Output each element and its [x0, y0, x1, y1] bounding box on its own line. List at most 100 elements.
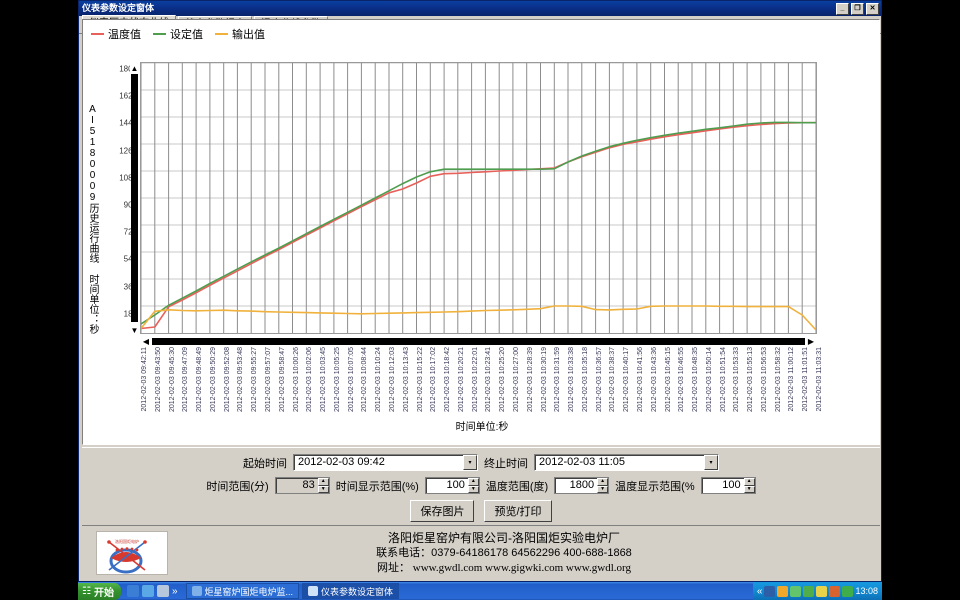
close-icon[interactable]: ✕ [866, 2, 879, 15]
logo-graphic: 洛阳国炬电炉 [107, 538, 147, 574]
temp-display-spin-buttons[interactable]: ▲ ▼ [743, 478, 755, 493]
temp-range-spin-buttons[interactable]: ▲ ▼ [597, 478, 609, 493]
y-axis-tick-label: 1440 [119, 118, 137, 128]
time-display-range-value: 100 [446, 479, 465, 491]
x-axis-tick-label: 2012-02-03 10:53:33 [733, 347, 741, 412]
controls-panel: 起始时间 2012-02-03 09:42 ▾ 终止时间 2012-02-03 … [82, 447, 880, 525]
update-icon[interactable] [842, 585, 854, 597]
x-axis-tick-label: 2012-02-03 09:42:11 [141, 347, 148, 412]
x-axis-tick-label: 2012-02-03 10:46:55 [678, 347, 686, 412]
start-button[interactable]: ☷ 开始 [78, 582, 121, 600]
footer-text: 洛阳炬星窑炉有限公司-洛阳国炬实验电炉厂 联系电话：0379-64186178 … [168, 531, 880, 576]
footer-company: 洛阳炬星窑炉有限公司-洛阳国炬实验电炉厂 [388, 530, 620, 545]
shield-icon[interactable] [803, 585, 815, 597]
x-axis-tick-label: 2012-02-03 10:58:32 [774, 347, 782, 412]
y-axis-tick-label: 360 [124, 282, 137, 291]
chevron-right-icon[interactable]: » [171, 585, 178, 597]
x-axis-tick-label: 2012-02-03 10:31:59 [554, 347, 562, 412]
x-axis-tick-label: 2012-02-03 10:17:02 [430, 347, 438, 412]
x-axis-tick-label: 2012-02-03 09:47:09 [182, 347, 190, 412]
taskbar-item-parameter-window[interactable]: 仪表参数设定窗体 [302, 583, 400, 599]
time-display-spin-buttons[interactable]: ▲ ▼ [467, 478, 479, 493]
y-axis-ticks: 180 360 540 720 900 1080 1260 1440 1620 1800 [105, 56, 139, 342]
x-axis-tick-label: 2012-02-03 10:48:35 [692, 347, 699, 412]
x-axis-tick-label: 2012-02-03 10:35:18 [581, 347, 589, 412]
spin-down-icon[interactable]: ▼ [597, 485, 609, 493]
x-axis-tick-label: 2012-02-03 10:25:20 [499, 347, 507, 412]
spin-up-icon[interactable]: ▲ [743, 478, 755, 486]
antivirus-icon[interactable] [816, 585, 828, 597]
start-time-combobox[interactable]: 2012-02-03 09:42 ▾ [293, 454, 478, 471]
download-icon[interactable] [829, 585, 841, 597]
maximize-icon[interactable]: ❐ [851, 2, 864, 15]
taskbar-item-furnace-monitor[interactable]: 炬星窑炉国炬电炉监... [185, 583, 300, 599]
x-axis-tick-label: 2012-02-03 09:45:30 [168, 347, 176, 412]
network-icon[interactable] [764, 585, 776, 597]
vertical-scrollbar[interactable]: ▲ ▼ [130, 62, 139, 336]
spin-down-icon[interactable]: ▼ [317, 485, 329, 493]
scroll-down-icon[interactable]: ▼ [130, 324, 139, 336]
time-display-range-spinner[interactable]: 100 ▲ ▼ [424, 477, 480, 494]
end-time-combobox[interactable]: 2012-02-03 11:05 ▾ [534, 454, 719, 471]
y-axis-tick-label: 540 [124, 255, 137, 264]
footer-web: 网址： www.gwdl.com www.gigwki.com www.gwdl… [377, 561, 631, 574]
x-axis-tick-label: 2012-02-03 10:03:45 [320, 347, 328, 412]
quick-launch-bar: » [123, 585, 182, 597]
temp-display-range-spinner[interactable]: 100 ▲ ▼ [700, 477, 756, 494]
scroll-left-icon[interactable]: ◀ [140, 337, 152, 346]
x-axis-tick-label: 2012-02-03 09:53:48 [237, 347, 245, 412]
x-axis-tick-label: 2012-02-03 10:08:44 [361, 347, 369, 412]
x-axis-tick-label: 2012-02-03 10:22:01 [471, 347, 479, 412]
sync-icon[interactable] [790, 585, 802, 597]
x-axis-tick-label: 2012-02-03 10:56:53 [760, 347, 768, 412]
tray-expand-icon[interactable]: « [756, 585, 763, 597]
x-axis-tick-label: 2012-02-03 10:18:42 [444, 347, 452, 412]
x-axis-tick-label: 2012-02-03 10:07:05 [347, 347, 355, 412]
spin-up-icon[interactable]: ▲ [597, 478, 609, 486]
minimize-icon[interactable]: _ [836, 2, 849, 15]
window-title: 仪表参数设定窗体 [82, 3, 155, 13]
chevron-down-icon[interactable]: ▾ [704, 455, 718, 470]
legend-label-output: 输出值 [232, 29, 265, 41]
x-axis-tick-label: 2012-02-03 10:15:22 [416, 347, 424, 412]
legend-label-temperature: 温度值 [108, 29, 141, 41]
print-preview-button[interactable]: 预览/打印 [484, 500, 552, 522]
spin-down-icon[interactable]: ▼ [743, 485, 755, 493]
legend-item-temperature: 温度值 [91, 26, 141, 42]
spin-up-icon[interactable]: ▲ [467, 478, 479, 486]
horizontal-scroll-thumb[interactable] [152, 338, 805, 345]
horizontal-scrollbar[interactable]: ◀ ▶ [140, 337, 817, 346]
x-axis-tick-label: 2012-02-03 09:58:47 [278, 347, 286, 412]
browser-icon[interactable] [126, 585, 139, 597]
temp-range-spinner[interactable]: 1800 ▲ ▼ [554, 477, 610, 494]
spin-up-icon[interactable]: ▲ [317, 478, 329, 486]
footer-panel: 洛阳国炬电炉 洛阳炬星窑炉有限公司-洛阳国炬实验电炉厂 联系电话：0379-64… [82, 525, 880, 580]
time-range-spinner[interactable]: 83 ▲ ▼ [274, 477, 330, 494]
chevron-down-icon[interactable]: ▾ [463, 455, 477, 470]
app-icon [191, 586, 202, 596]
save-image-button[interactable]: 保存图片 [410, 500, 475, 522]
desktop-icon[interactable] [156, 585, 169, 597]
media-icon[interactable] [141, 585, 154, 597]
scroll-right-icon[interactable]: ▶ [805, 337, 817, 346]
time-range-spin-buttons[interactable]: ▲ ▼ [317, 478, 329, 493]
system-tray: « 13:08 [752, 582, 882, 600]
temp-range-value: 1800 [569, 479, 595, 491]
x-axis-tick-label: 2012-02-03 10:36:57 [595, 347, 603, 412]
legend-swatch-setpoint [153, 33, 166, 35]
y-axis-tick-label: 720 [124, 228, 137, 237]
spin-down-icon[interactable]: ▼ [467, 485, 479, 493]
x-axis-tick-labels: 2012-02-03 09:42:11 2012-02-03 09:43:50 20… [140, 347, 823, 415]
x-axis-tick-label: 2012-02-03 09:57:07 [265, 347, 272, 412]
x-axis-tick-label: 2012-02-03 11:01:51 [802, 347, 810, 412]
scroll-up-icon[interactable]: ▲ [130, 62, 139, 74]
vertical-scroll-thumb[interactable] [131, 74, 138, 322]
x-axis-tick-label: 2012-02-03 09:43:50 [154, 347, 162, 412]
windows-flag-icon: ☷ [82, 585, 91, 597]
clock-label[interactable]: 13:08 [855, 586, 878, 596]
y-axis-tick-label: 1620 [119, 91, 137, 101]
temp-display-range-value: 100 [722, 479, 741, 491]
signal-icon[interactable] [777, 585, 789, 597]
x-axis-tick-label: 2012-02-03 10:10:24 [375, 347, 383, 412]
